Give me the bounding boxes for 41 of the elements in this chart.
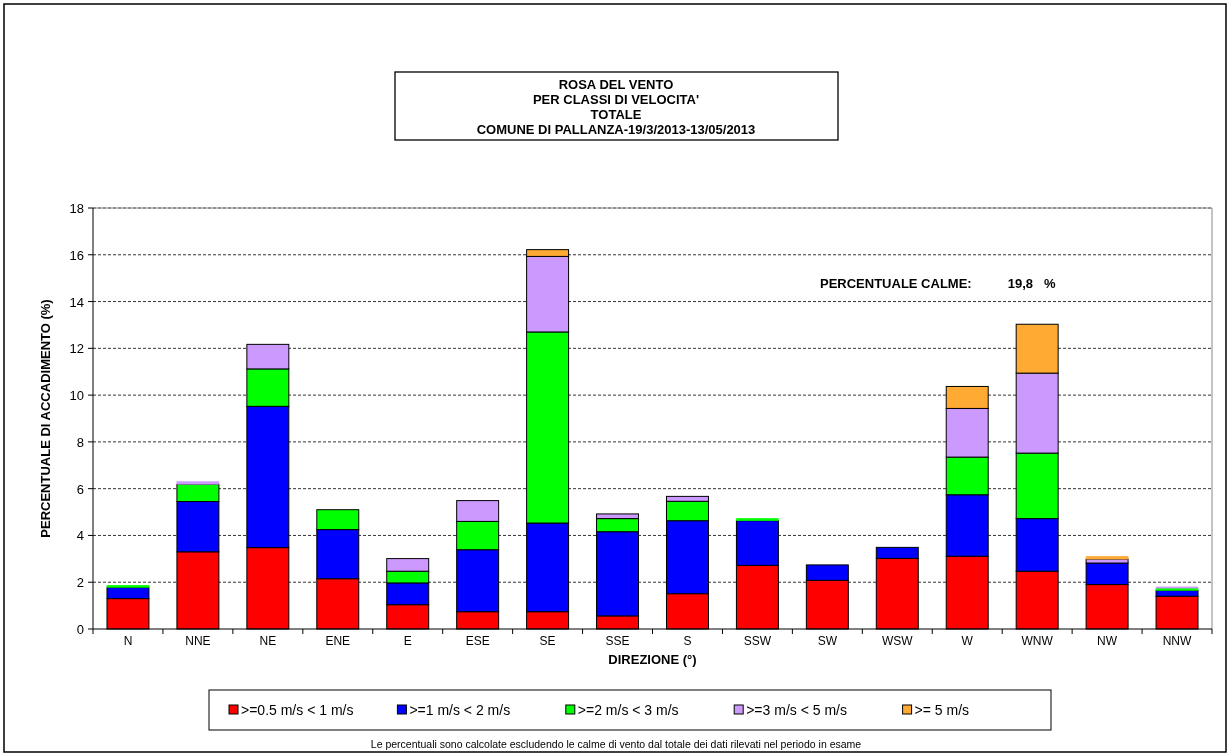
x-tick-label: NNE: [185, 634, 211, 648]
y-tick-label: 6: [76, 481, 84, 497]
y-tick-label: 12: [69, 341, 84, 357]
bar: [1085, 556, 1129, 560]
x-axis-title: DIREZIONE (°): [608, 652, 697, 667]
y-tick-label: 14: [69, 294, 84, 310]
x-tick-label: ESE: [465, 634, 490, 648]
bar: [106, 585, 150, 588]
x-tick-label: SW: [817, 634, 838, 648]
x-tick-label: N: [123, 634, 133, 648]
y-tick-label: 18: [69, 201, 84, 216]
bar: [736, 518, 779, 521]
y-tick-label: 8: [76, 434, 84, 450]
y-axis-title: PERCENTUALE DI ACCADIMENTO (%): [38, 299, 53, 538]
x-tick-label: W: [961, 634, 974, 648]
x-tick-label: SE: [539, 634, 556, 648]
x-tick-label: E: [403, 634, 412, 648]
x-tick-label: SSW: [743, 634, 772, 648]
legend-label: >=0.5 m/s < 1 m/s: [241, 702, 354, 718]
y-tick-label: 2: [76, 575, 84, 591]
chart-subtitle: COMUNE DI PALLANZA-19/3/2013-13/05/2013: [476, 122, 756, 137]
x-tick-label: NW: [1097, 634, 1118, 648]
legend-label: >=3 m/s < 5 m/s: [746, 702, 847, 718]
legend-label: >=2 m/s < 3 m/s: [577, 702, 679, 718]
x-tick-label: NNW: [1162, 634, 1193, 648]
legend-label: >= 5 m/s: [914, 702, 970, 718]
bar: [176, 481, 220, 485]
legend-label: >=1 m/s < 2 m/s: [409, 702, 511, 718]
text: Le percentuali sono calcolate escludendo le calme di vento dal totale dei dati rilevati nel periodo in esame: [370, 738, 862, 750]
y-tick-label: 4: [76, 528, 84, 544]
y-tick-label: 10: [69, 388, 84, 404]
y-tick-label: 16: [69, 247, 84, 263]
x-tick-label: WSW: [881, 634, 914, 648]
x-tick-label: NE: [259, 634, 277, 648]
x-tick-label: ENE: [325, 634, 351, 648]
x-tick-label: WNW: [1021, 634, 1054, 648]
chart-title: ROSA DEL VENTO PER CLASSI DI VELOCITA' TOTALE: [532, 77, 700, 122]
x-tick-label: SSE: [605, 634, 630, 648]
annotation: PERCENTUALE CALME: 19,8 %: [820, 276, 1056, 291]
x-tick-label: S: [683, 634, 692, 648]
y-tick-label: 0: [76, 622, 84, 637]
